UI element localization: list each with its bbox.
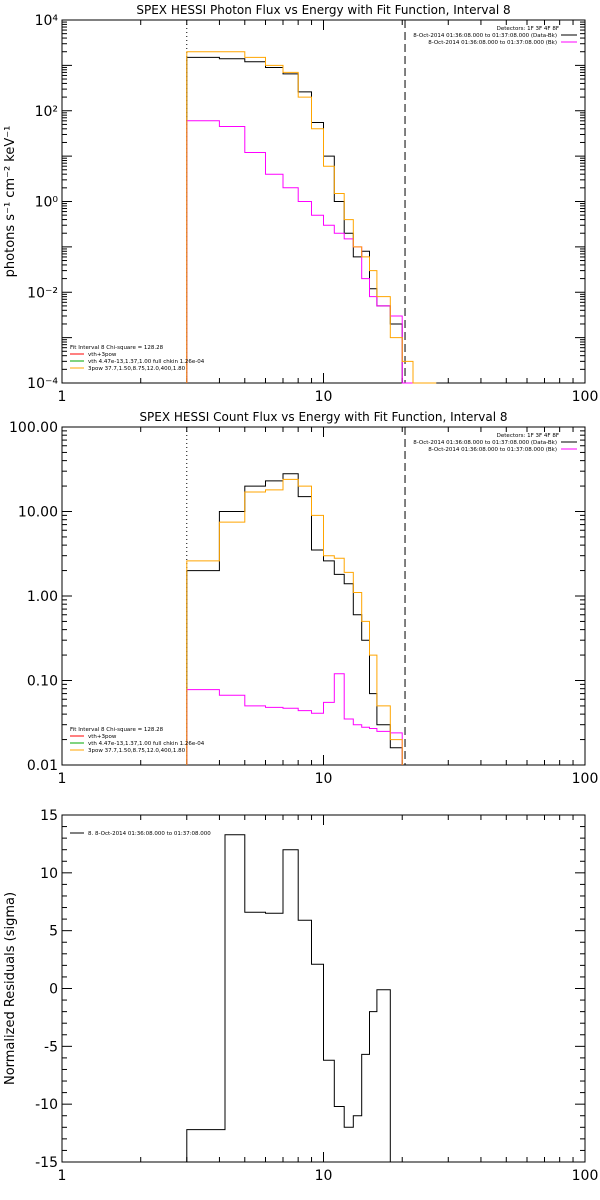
y-axis-label: Normalized Residuals (sigma) xyxy=(3,892,18,1085)
x-axis-ticks: 1 10 100 xyxy=(58,815,599,1184)
legend-left: 8. 8-Oct-2014 01:36:08.000 to 01:37:08.0… xyxy=(70,831,211,837)
legend-header: Detectors: 1F 3F 4F 8F xyxy=(497,433,559,439)
series-line-1 xyxy=(186,673,403,765)
y-tick-label: 1.00 xyxy=(27,589,58,605)
y-tick-label: 10⁻² xyxy=(27,285,58,301)
series-line-0 xyxy=(186,56,403,383)
y-tick-label: 10⁰ xyxy=(35,195,59,211)
y-tick-label: 0.10 xyxy=(27,674,58,690)
count-flux-panel: SPEX HESSI Count Flux vs Energy with Fit… xyxy=(9,410,598,787)
legend-entry: 3pow 37.7,1.50,8.75,12.0,400,1.80 xyxy=(88,366,186,372)
residuals-panel: 1 10 100 -15 -10 -5 0 5 10 15 Normalized Residuals… xyxy=(3,808,598,1184)
y-tick-label: 0.01 xyxy=(27,758,58,774)
legend-right: Detectors: 1F 3F 4F 8F8-Oct-2014 01:36:0… xyxy=(413,26,577,46)
series-line-1 xyxy=(186,120,413,384)
photon-flux-panel: SPEX HESSI Photon Flux vs Energy with Fi… xyxy=(3,3,598,405)
legend-right: Detectors: 1F 3F 4F 8F8-Oct-2014 01:36:0… xyxy=(413,433,577,453)
x-tick-label: 10 xyxy=(315,1168,333,1184)
legend-entry: 8. 8-Oct-2014 01:36:08.000 to 01:37:08.0… xyxy=(88,831,211,837)
series-group xyxy=(186,834,391,1162)
series-line-0 xyxy=(186,834,391,1162)
x-tick-label: 1 xyxy=(58,1168,67,1184)
legend-entry: vth 4.47e-13,1.37,1.00 full chkin 1.26e-… xyxy=(88,741,205,747)
x-axis-ticks: 1 10 100 xyxy=(58,20,599,405)
legend-entry: vth+3pow xyxy=(88,352,117,358)
legend-header: Fit Interval 8 Chi-square = 128.28 xyxy=(70,345,164,351)
legend-entry: 8-Oct-2014 01:36:08.000 to 01:37:08.000 … xyxy=(428,447,557,453)
series-line-2 xyxy=(186,478,403,765)
chart-title: SPEX HESSI Photon Flux vs Energy with Fi… xyxy=(136,3,510,17)
y-tick-label: 0 xyxy=(49,982,58,998)
x-tick-label: 10 xyxy=(315,389,333,405)
plot-frame xyxy=(61,426,586,766)
y-axis-ticks: -15 -10 -5 0 5 10 15 xyxy=(35,808,585,1171)
y-tick-label: 10.00 xyxy=(18,505,58,521)
chart-title: SPEX HESSI Count Flux vs Energy with Fit… xyxy=(139,410,507,424)
y-axis-label: photons s⁻¹ cm⁻² keV⁻¹ xyxy=(3,126,18,278)
legend-entry: 8-Oct-2014 01:36:08.000 to 01:37:08.000 … xyxy=(413,33,557,39)
legend-entry: 8-Oct-2014 01:36:08.000 to 01:37:08.000 … xyxy=(413,440,557,446)
legend-entry: 8-Oct-2014 01:36:08.000 to 01:37:08.000 … xyxy=(428,40,557,46)
legend-left: Fit Interval 8 Chi-square = 128.28vth+3p… xyxy=(70,345,205,372)
y-tick-label: 15 xyxy=(40,808,58,824)
y-tick-label: 10 xyxy=(40,866,58,882)
y-tick-label: 10⁴ xyxy=(35,13,59,29)
legend-entry: 3pow 37.7,1.50,8.75,12.0,400,1.80 xyxy=(88,748,186,754)
x-tick-label: 100 xyxy=(572,1168,599,1184)
legend-entry: vth+3pow xyxy=(88,734,117,740)
y-tick-label: 10⁻⁴ xyxy=(27,376,58,392)
legend-header: Detectors: 1F 3F 4F 8F xyxy=(497,26,559,32)
series-line-2 xyxy=(186,51,437,384)
y-tick-label: 5 xyxy=(49,924,58,940)
legend-header: Fit Interval 8 Chi-square = 128.28 xyxy=(70,727,164,733)
y-axis-ticks: 0.01 0.10 1.00 10.00 100.00 xyxy=(9,420,585,774)
x-tick-label: 10 xyxy=(315,771,333,787)
series-group xyxy=(186,473,403,765)
y-tick-label: -15 xyxy=(35,1155,58,1171)
y-tick-label: -5 xyxy=(44,1039,58,1055)
x-tick-label: 1 xyxy=(58,389,67,405)
x-tick-label: 100 xyxy=(572,771,599,787)
y-tick-label: 10² xyxy=(35,104,58,120)
legend-left: Fit Interval 8 Chi-square = 128.28vth+3p… xyxy=(70,727,205,754)
x-axis-ticks: 1 10 100 xyxy=(58,427,599,787)
y-axis-ticks: 10⁻⁴ 10⁻² 10⁰ 10² 10⁴ xyxy=(27,13,585,392)
series-group xyxy=(186,51,437,384)
x-tick-label: 100 xyxy=(572,389,599,405)
y-tick-label: 100.00 xyxy=(9,420,58,436)
x-tick-label: 1 xyxy=(58,771,67,787)
plot-frame xyxy=(61,19,586,384)
series-line-0 xyxy=(186,473,403,765)
legend-entry: vth 4.47e-13,1.37,1.00 full chkin 1.26e-… xyxy=(88,359,205,365)
y-tick-label: -10 xyxy=(35,1097,58,1113)
